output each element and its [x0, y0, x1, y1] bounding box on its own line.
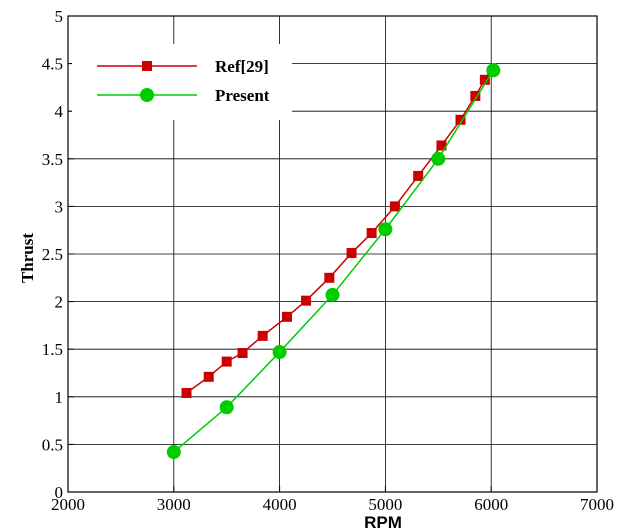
data-point-ref29 [181, 387, 192, 398]
x-tick-label: 5000 [368, 495, 402, 514]
y-tick-label: 3 [55, 197, 64, 216]
legend-label-present: Present [215, 86, 270, 105]
legend-label-ref29: Ref[29] [215, 57, 269, 76]
x-tick-label: 2000 [51, 495, 85, 514]
data-point-ref29 [346, 248, 357, 259]
data-point-ref29 [257, 330, 268, 341]
data-point-ref29 [301, 295, 312, 306]
y-tick-label: 3.5 [42, 150, 63, 169]
y-axis-label: Thrust [18, 233, 37, 283]
tick-layer: 2000 3000 4000 5000 6000 7000 0 0.5 1 1.5 2 2.5 3 3.5… [42, 7, 614, 514]
data-point-ref29 [237, 348, 248, 359]
data-point-ref29 [479, 74, 490, 85]
x-tick-label: 6000 [474, 495, 508, 514]
legend-marker-present [140, 88, 154, 102]
data-point-ref29 [389, 201, 400, 212]
data-point-present [272, 345, 287, 360]
data-point-present [486, 63, 501, 78]
y-tick-label: 1 [55, 388, 64, 407]
data-point-ref29 [203, 371, 214, 382]
x-tick-label: 3000 [157, 495, 191, 514]
y-tick-label: 5 [55, 7, 64, 26]
data-point-ref29 [221, 356, 232, 367]
y-tick-label: 2 [55, 293, 64, 312]
y-tick-label: 0.5 [42, 435, 63, 454]
data-point-ref29 [470, 90, 481, 101]
series-layer [166, 63, 501, 460]
x-tick-label: 4000 [263, 495, 297, 514]
data-point-present [325, 287, 340, 302]
legend-entry-ref29: Ref[29] [97, 57, 269, 76]
legend: Ref[29] Present [72, 44, 292, 120]
y-tick-label: 2.5 [42, 245, 63, 264]
x-axis-label: RPM [364, 513, 402, 532]
data-point-ref29 [282, 311, 293, 322]
legend-background [72, 44, 292, 120]
y-tick-label: 4.5 [42, 55, 63, 74]
y-tick-label: 1.5 [42, 340, 63, 359]
data-point-ref29 [413, 170, 424, 181]
data-point-present [431, 151, 446, 166]
series-line-present [173, 69, 494, 453]
data-point-present [166, 445, 181, 460]
x-tick-label: 7000 [580, 495, 614, 514]
data-point-ref29 [324, 272, 335, 283]
legend-entry-present: Present [97, 86, 270, 105]
data-point-present [219, 400, 234, 415]
y-tick-label: 0 [55, 483, 64, 502]
data-point-ref29 [455, 114, 466, 125]
y-tick-label: 4 [55, 102, 64, 121]
data-point-ref29 [366, 228, 377, 239]
legend-marker-ref29 [142, 61, 152, 71]
data-point-ref29 [436, 140, 447, 151]
data-point-present [378, 222, 393, 237]
